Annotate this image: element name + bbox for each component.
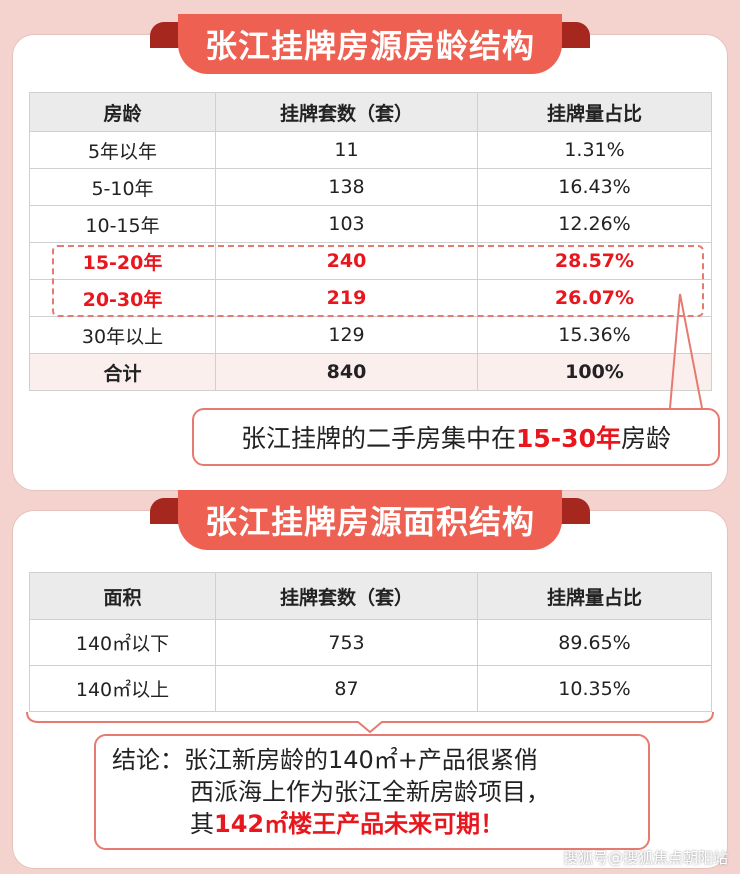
- table-row: 140㎡以上 87 10.35%: [29, 665, 712, 712]
- highlight-dashed-box: [52, 245, 704, 317]
- table-row: 30年以上 129 15.36%: [29, 316, 712, 354]
- table-row: 5-10年 138 16.43%: [29, 168, 712, 206]
- table-row: 10-15年 103 12.26%: [29, 205, 712, 243]
- header-share: 挂牌量占比: [477, 572, 712, 620]
- age-cell: 5-10年: [29, 168, 216, 206]
- area-cell: 140㎡以下: [29, 619, 216, 666]
- age-structure-title: 张江挂牌房源房龄结构: [178, 14, 562, 74]
- table-row: 140㎡以下 753 89.65%: [29, 619, 712, 666]
- table-row-highlighted: 20-30年 219 26.07%: [29, 279, 712, 317]
- table-row: 5年以年 11 1.31%: [29, 131, 712, 169]
- header-count: 挂牌套数（套）: [215, 92, 478, 132]
- share-cell: 28.57%: [477, 242, 712, 280]
- share-cell: 26.07%: [477, 279, 712, 317]
- table-header-row: 面积 挂牌套数（套） 挂牌量占比: [29, 572, 712, 620]
- conclusion-line-3: 其142㎡楼王产品未来可期！: [190, 810, 505, 838]
- count-cell: 753: [215, 619, 478, 666]
- conclusion-highlight: 142㎡楼王产品未来可期！: [214, 810, 505, 838]
- share-cell: 1.31%: [477, 131, 712, 169]
- share-cell: 16.43%: [477, 168, 712, 206]
- share-cell: 89.65%: [477, 619, 712, 666]
- header-age: 房龄: [29, 92, 216, 132]
- callout-pointer: [669, 293, 703, 410]
- count-cell: 87: [215, 665, 478, 712]
- table-header-row: 房龄 挂牌套数（套） 挂牌量占比: [29, 92, 712, 132]
- watermark: 搜狐号@搜狐焦点朝阳站: [562, 849, 728, 867]
- conclusion-line-1: 结论：张江新房龄的140㎡+产品很紧俏: [112, 746, 538, 774]
- table-total-row: 合计 840 100%: [29, 353, 712, 391]
- age-cell: 10-15年: [29, 205, 216, 243]
- area-structure-ribbon: 张江挂牌房源面积结构: [0, 490, 740, 550]
- header-share: 挂牌量占比: [477, 92, 712, 132]
- bracket-connector: [26, 711, 714, 734]
- area-structure-table: 面积 挂牌套数（套） 挂牌量占比 140㎡以下 753 89.65% 140㎡以…: [29, 572, 712, 712]
- header-count: 挂牌套数（套）: [215, 572, 478, 620]
- total-label: 合计: [29, 353, 216, 391]
- age-cell: 30年以上: [29, 316, 216, 354]
- count-cell: 103: [215, 205, 478, 243]
- count-cell: 11: [215, 131, 478, 169]
- count-cell: 129: [215, 316, 478, 354]
- conclusion-box: 结论：张江新房龄的140㎡+产品很紧俏 西派海上作为张江全新房龄项目， 其142…: [94, 734, 650, 850]
- age-structure-ribbon: 张江挂牌房源房龄结构: [0, 14, 740, 74]
- total-count: 840: [215, 353, 478, 391]
- conclusion-line-2: 西派海上作为张江全新房龄项目，: [190, 778, 550, 806]
- count-cell: 138: [215, 168, 478, 206]
- age-structure-table: 房龄 挂牌套数（套） 挂牌量占比 5年以年 11 1.31% 5-10年 138…: [29, 92, 712, 391]
- header-area: 面积: [29, 572, 216, 620]
- area-structure-title: 张江挂牌房源面积结构: [178, 490, 562, 550]
- share-cell: 10.35%: [477, 665, 712, 712]
- age-cell: 5年以年: [29, 131, 216, 169]
- area-cell: 140㎡以上: [29, 665, 216, 712]
- callout-highlight: 15-30年: [516, 424, 621, 453]
- callout-text: 张江挂牌的二手房集中在: [241, 424, 517, 453]
- callout-suffix: 房龄: [620, 424, 671, 453]
- count-cell: 219: [215, 279, 478, 317]
- age-callout: 张江挂牌的二手房集中在 15-30年 房龄: [192, 408, 720, 466]
- share-cell: 12.26%: [477, 205, 712, 243]
